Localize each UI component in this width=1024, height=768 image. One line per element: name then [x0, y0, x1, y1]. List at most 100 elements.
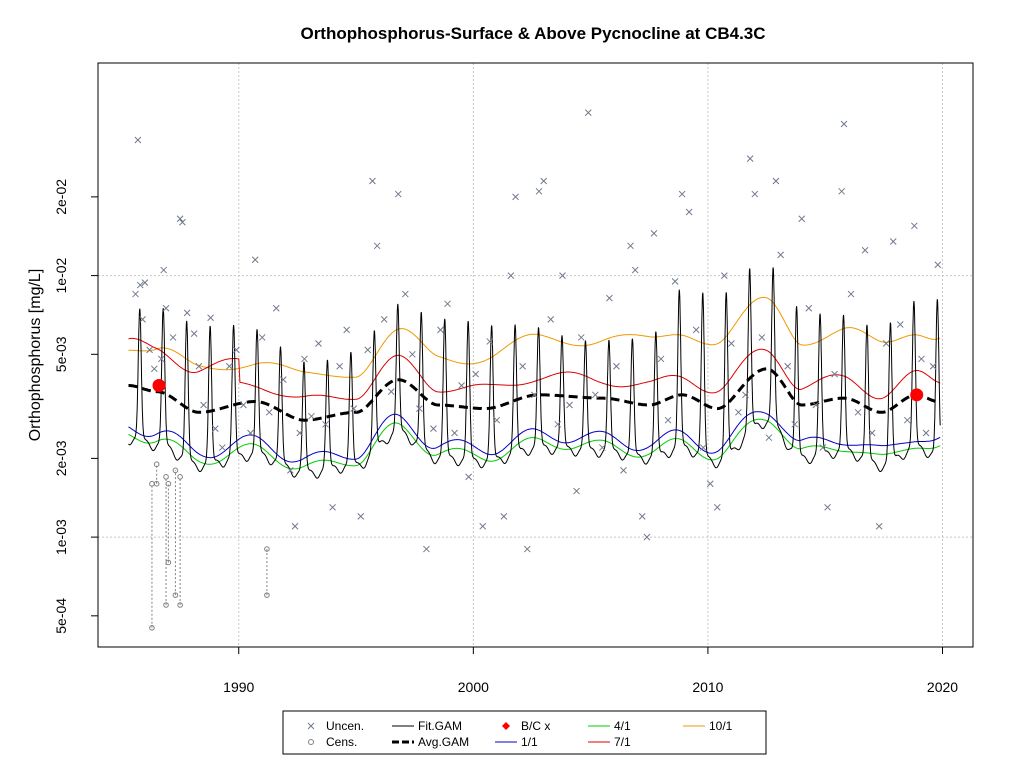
uncensored-point-stroke — [812, 401, 820, 409]
uncensored-point-stroke — [777, 251, 784, 259]
chart-title: Orthophosphorus-Surface & Above Pycnocli… — [300, 24, 765, 43]
uncensored-point — [566, 401, 573, 409]
uncensored-point-stroke — [512, 193, 519, 201]
censored-point — [163, 602, 169, 608]
uncensored-point — [169, 334, 177, 341]
uncensored-point-stroke — [211, 425, 219, 432]
uncensored-point — [606, 294, 613, 302]
uncensored-point-stroke — [458, 382, 465, 389]
uncensored-point — [308, 412, 315, 420]
uncensored-point-stroke — [169, 334, 177, 341]
legend-label: Uncen. — [326, 719, 364, 733]
uncensored-point — [430, 425, 437, 432]
uncensored-point — [751, 190, 759, 198]
legend-swatch-diamond — [502, 722, 510, 730]
uncensored-point-stroke — [720, 272, 728, 279]
uncensored-point — [758, 334, 766, 341]
censored-point — [177, 602, 183, 608]
uncensored-point-stroke — [423, 545, 430, 553]
uncensored-point — [272, 304, 280, 312]
uncensored-point — [176, 215, 184, 223]
uncensored-point-stroke — [134, 136, 142, 144]
grid — [98, 63, 973, 647]
uncensored-point-stroke — [408, 350, 416, 358]
uncensored-point — [720, 272, 728, 279]
series-7-1 — [128, 337, 941, 400]
uncensored-point-stroke — [240, 401, 247, 409]
uncensored-point — [512, 193, 519, 201]
uncensored-point — [218, 444, 226, 451]
uncensored-point-stroke — [451, 429, 458, 437]
legend-label: 4/1 — [614, 719, 631, 733]
censored-point — [165, 559, 172, 566]
uncensored-point — [584, 109, 592, 116]
uncensored-point-stroke — [291, 522, 299, 530]
uncensored-point-stroke — [132, 290, 139, 298]
uncensored-point — [240, 401, 247, 409]
uncensored-point — [911, 222, 918, 230]
uncensored-point — [296, 429, 304, 437]
uncensored-point-stroke — [643, 533, 651, 541]
uncensored-point-stroke — [791, 420, 799, 428]
uncensored-point-stroke — [903, 416, 911, 424]
legend-label: 7/1 — [614, 735, 631, 749]
uncensored-point — [929, 362, 937, 370]
plot-frame — [97, 62, 974, 648]
uncensored-point — [486, 338, 494, 345]
uncensored-point — [301, 355, 308, 363]
uncensored-point-stroke — [934, 261, 942, 269]
uncensored-point — [861, 246, 869, 254]
uncensored-point — [699, 444, 707, 451]
uncensored-point — [233, 346, 240, 354]
uncensored-point-stroke — [387, 388, 395, 395]
uncensored-point — [423, 545, 430, 553]
uncensored-point-stroke — [929, 362, 937, 370]
censored-point — [264, 592, 270, 598]
uncensored-point — [671, 278, 679, 285]
uncensored-point-stroke — [671, 278, 679, 285]
uncensored-point — [772, 177, 780, 185]
uncensored-point — [373, 242, 381, 250]
uncensored-point — [134, 136, 142, 144]
uncensored-point — [394, 190, 402, 198]
uncensored-point-stroke — [805, 304, 813, 312]
uncensored-point — [577, 334, 585, 341]
uncensored-point-stroke — [486, 338, 494, 345]
uncensored-point-stroke — [296, 429, 304, 437]
uncensored-point — [540, 177, 548, 185]
uncensored-point-stroke — [798, 215, 806, 223]
uncensored-point-stroke — [336, 362, 343, 370]
uncensored-point — [369, 177, 376, 185]
uncensored-point-stroke — [678, 190, 686, 198]
uncensored-point — [547, 316, 555, 323]
uncensored-point — [554, 420, 562, 428]
x-tick-label: 2010 — [692, 679, 723, 695]
uncensored-point-stroke — [251, 256, 259, 264]
uncensored-point — [882, 340, 890, 347]
uncensored-point — [416, 405, 423, 412]
legend-item: 1/1 — [495, 735, 538, 749]
uncensored-point — [437, 326, 444, 334]
uncensored-point — [643, 533, 651, 541]
uncensored-point — [777, 251, 784, 259]
uncensored-point-stroke — [150, 365, 158, 373]
uncensored-point — [357, 513, 365, 520]
legend-label: 10/1 — [709, 719, 733, 733]
uncensored-point-stroke — [146, 346, 153, 354]
uncensored-point-stroke — [272, 304, 280, 312]
uncensored-point — [343, 326, 351, 334]
uncensored-point-stroke — [279, 376, 287, 384]
uncensored-point-stroke — [573, 487, 580, 495]
uncensored-point-stroke — [613, 362, 620, 370]
series-fit-gam — [128, 267, 941, 479]
uncensored-point — [315, 340, 322, 347]
uncensored-point-stroke — [650, 230, 658, 237]
series-4-1 — [128, 418, 941, 470]
y-tick-label: 2e-03 — [53, 440, 69, 476]
uncensored-point — [350, 405, 358, 412]
uncensored-point-stroke — [664, 416, 672, 424]
uncensored-point — [179, 218, 186, 226]
uncensored-point — [322, 420, 329, 428]
uncensored-point-stroke — [308, 412, 315, 420]
uncensored-point-stroke — [207, 314, 214, 322]
